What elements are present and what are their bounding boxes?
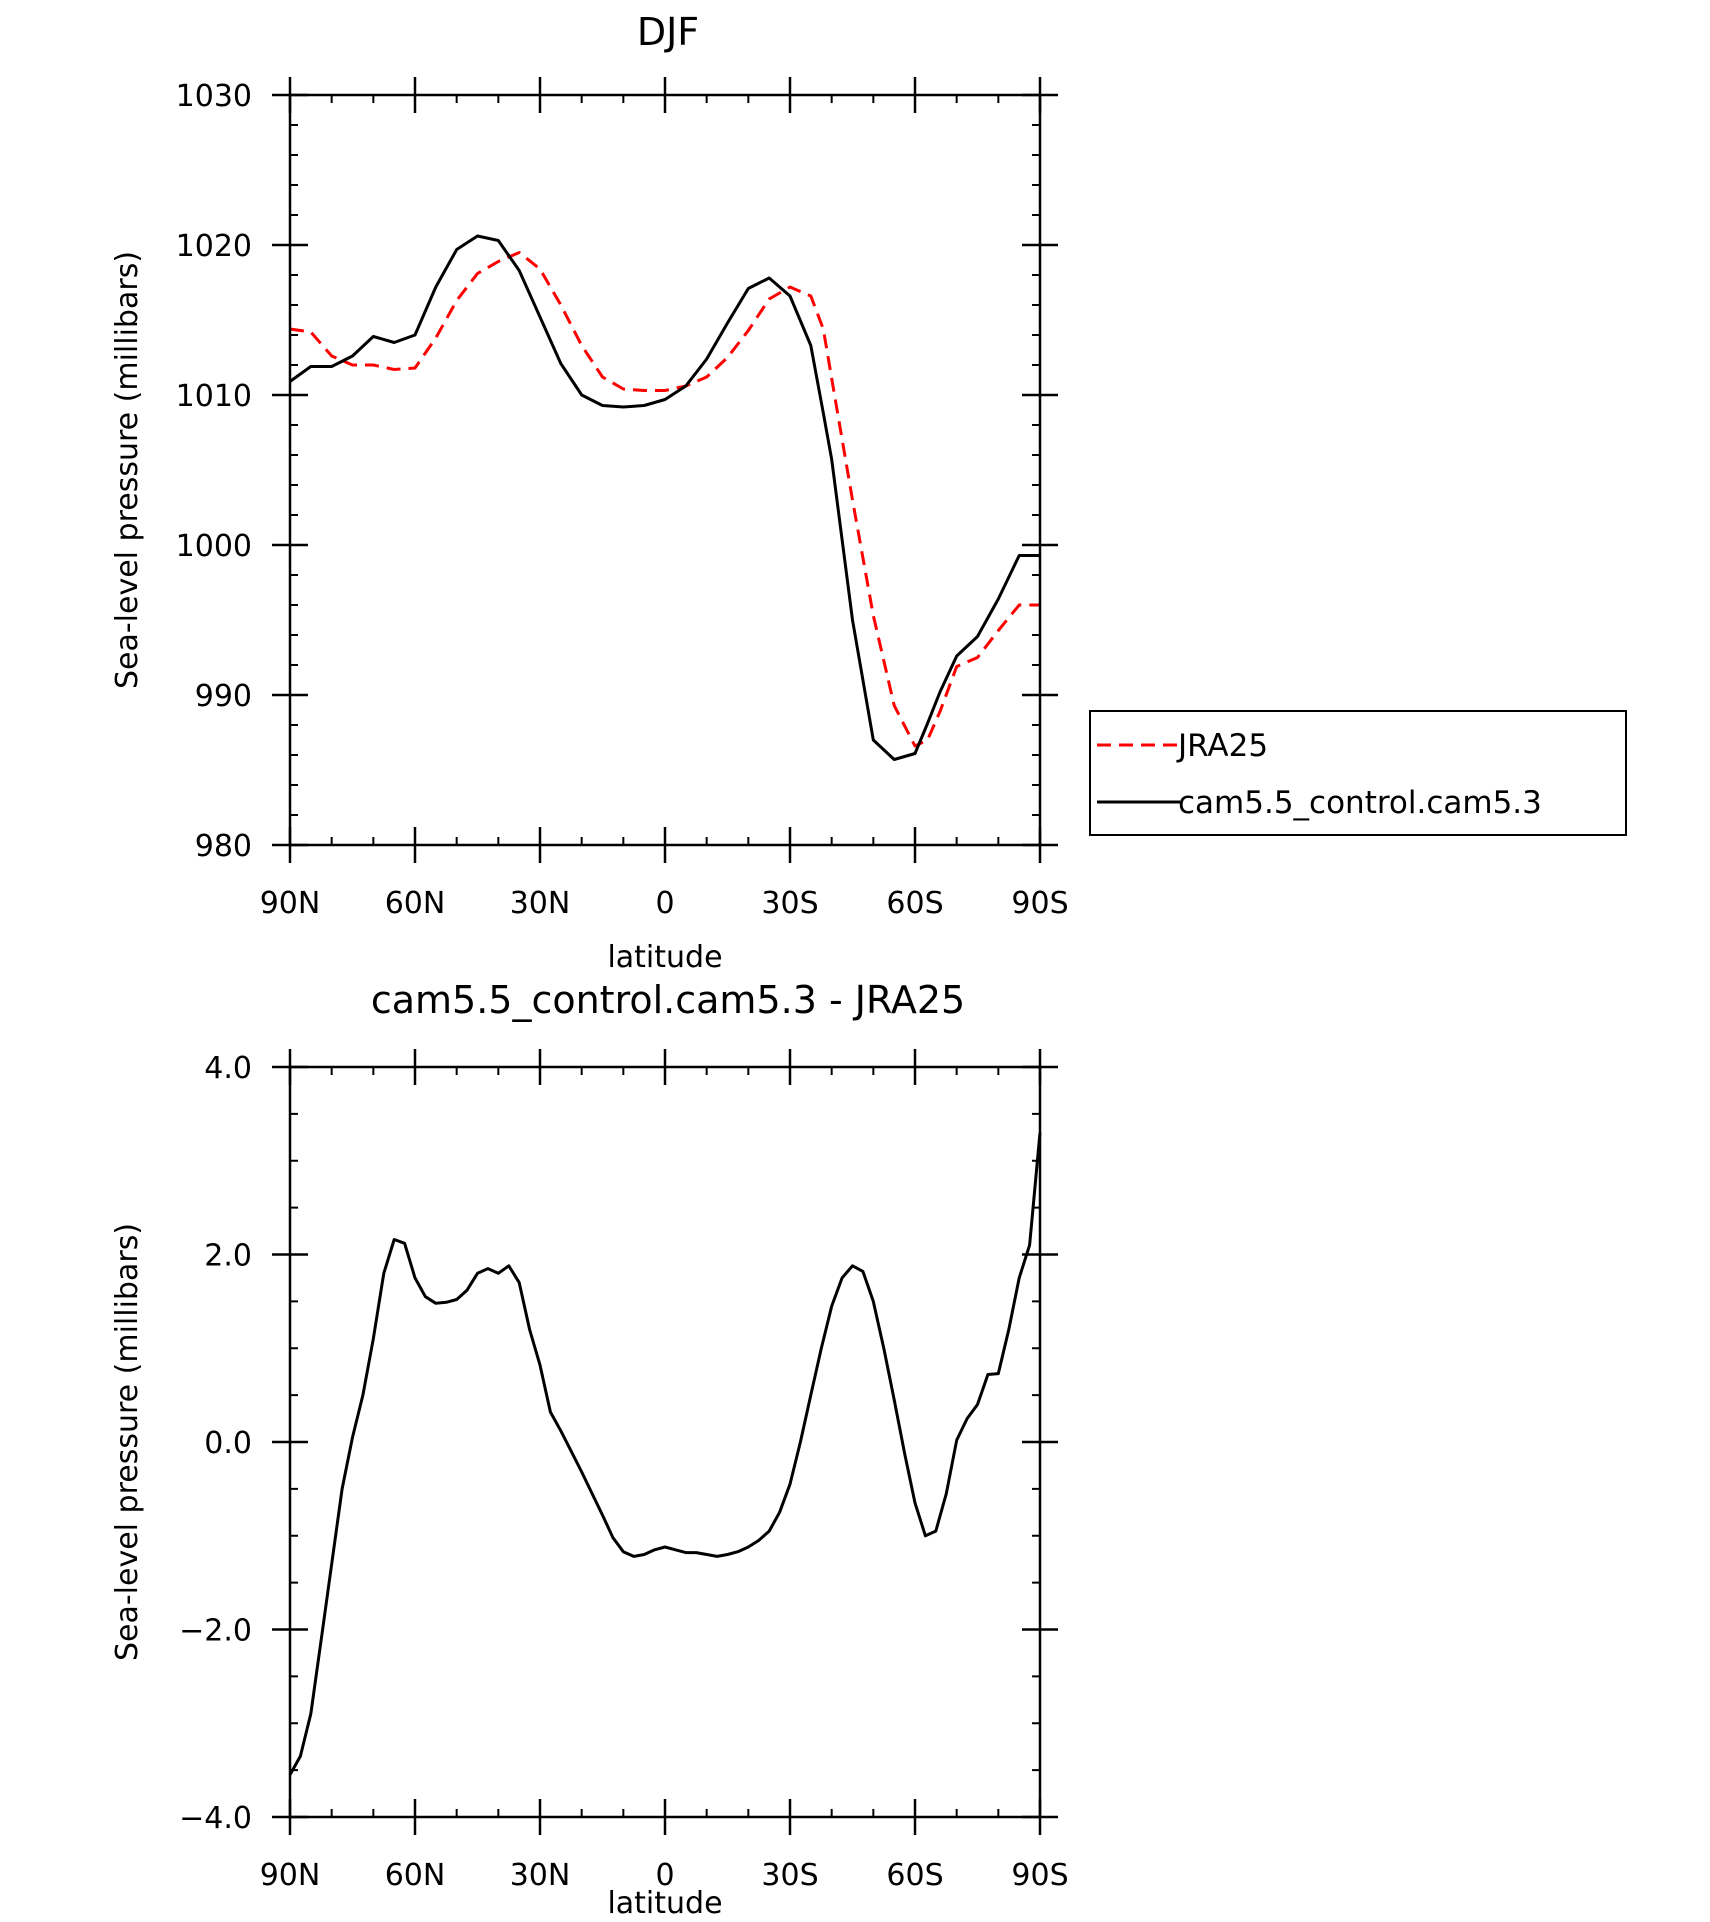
x-tick-label: 60S [886,886,943,921]
difference-line-0 [288,1132,1042,1776]
x-tick-label: 90N [260,1858,321,1893]
x-tick-label: 0 [655,886,674,921]
series-line-cam5-5-control-cam5-3 [289,234,1040,761]
top-x-axis-label: latitude [607,940,722,975]
bottom-y-axis-label: Sea-level pressure (millibars) [110,1223,145,1661]
x-tick-label: 0 [655,1858,674,1893]
y-tick-label: −4.0 [179,1801,252,1836]
x-tick-label: 60N [385,886,446,921]
x-tick-label: 30N [510,1858,571,1893]
y-tick-label: 1000 [176,529,252,564]
y-tick-label: 990 [195,679,252,714]
x-tick-label: 30S [761,886,818,921]
x-tick-label: 60N [385,1858,446,1893]
y-tick-label: 980 [195,829,252,864]
x-tick-label: 90N [260,886,321,921]
bottom-axis-ticks: 90N 60N 30N 0 30S 60S 90S −4.0 −2.0 0.0 2.0 4.0 [179,1049,1069,1893]
slp-djf-panel: DJF 90N 60N 30N 0 30S 60S 90S 980 990 1000 1010 102… [110,10,1069,975]
y-tick-label: 1030 [176,79,252,114]
chart-title-difference: cam5.5_control.cam5.3 - JRA25 [371,978,965,1022]
top-axis-ticks: 90N 60N 30N 0 30S 60S 90S 980 990 1000 1010 1020 103… [176,77,1069,921]
y-tick-label: 2.0 [204,1239,252,1274]
legend-label-jra25: JRA25 [1176,728,1268,764]
y-tick-label: 0.0 [204,1426,252,1461]
chart-title-djf: DJF [637,10,699,54]
y-tick-label: −2.0 [179,1614,252,1649]
legend: JRA25 cam5.5_control.cam5.3 [1089,710,1627,836]
x-tick-label: 30N [510,886,571,921]
slp-difference-panel: cam5.5_control.cam5.3 - JRA25 90N 60N 30N 0… [110,978,1069,1921]
bottom-series-lines [288,1132,1042,1776]
x-tick-label: 60S [886,1858,943,1893]
x-tick-label: 90S [1011,886,1068,921]
bottom-x-axis-label: latitude [607,1886,722,1921]
top-y-axis-label: Sea-level pressure (millibars) [110,251,145,689]
legend-label-model: cam5.5_control.cam5.3 [1178,785,1542,821]
series-line-jra25 [289,251,1040,748]
y-tick-label: 1010 [176,379,252,414]
bottom-plot-frame [288,1065,1042,1819]
y-tick-label: 1020 [176,229,252,264]
top-plot-frame [288,93,1042,847]
x-tick-label: 30S [761,1858,818,1893]
x-tick-label: 90S [1011,1858,1068,1893]
legend-box [1089,710,1627,836]
top-series-lines [289,234,1040,761]
y-tick-label: 4.0 [204,1051,252,1086]
